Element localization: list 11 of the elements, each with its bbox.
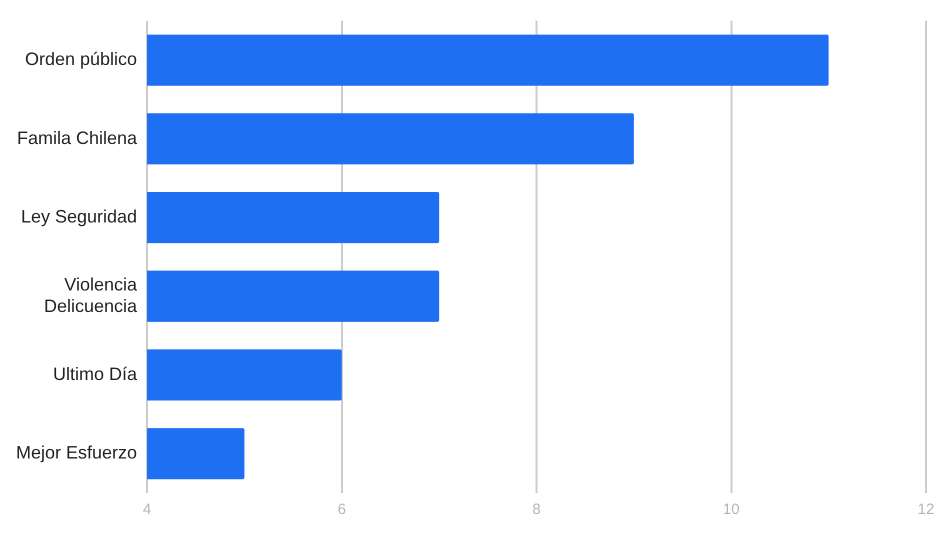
x-tick-label: 10 <box>722 501 740 518</box>
x-tick-label: 12 <box>918 501 934 518</box>
y-tick-label: Ultimo Día <box>53 364 138 384</box>
x-tick-label: 6 <box>338 501 346 518</box>
x-tick-label: 4 <box>142 501 152 518</box>
x-tick-label: 8 <box>532 501 541 518</box>
y-tick-label: Orden público <box>24 49 138 70</box>
y-tick-label: Famila Chilena <box>16 128 138 148</box>
y-tick-label: Ley Seguridad <box>20 206 138 227</box>
y-tick-label: Violencia Delicuencia <box>44 274 138 316</box>
y-tick-label: Mejor Esfuerzo <box>16 442 138 463</box>
